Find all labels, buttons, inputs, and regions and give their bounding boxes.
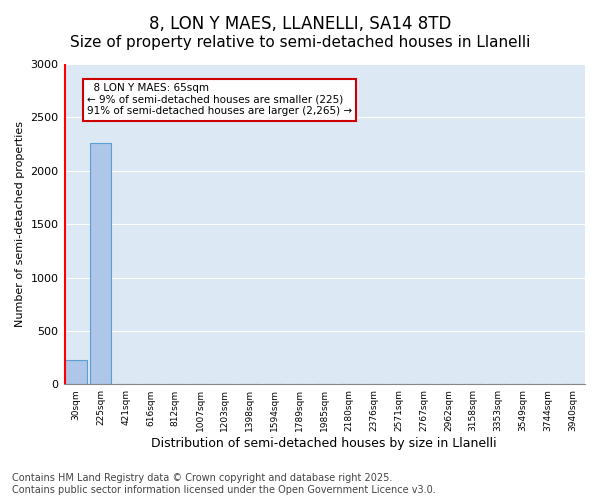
Text: 8 LON Y MAES: 65sqm  
← 9% of semi-detached houses are smaller (225)
91% of semi: 8 LON Y MAES: 65sqm ← 9% of semi-detache… [87,83,352,116]
X-axis label: Distribution of semi-detached houses by size in Llanelli: Distribution of semi-detached houses by … [151,437,497,450]
Text: Contains HM Land Registry data © Crown copyright and database right 2025.
Contai: Contains HM Land Registry data © Crown c… [12,474,436,495]
Text: 8, LON Y MAES, LLANELLI, SA14 8TD: 8, LON Y MAES, LLANELLI, SA14 8TD [149,15,451,33]
Bar [65,360,86,384]
Text: Size of property relative to semi-detached houses in Llanelli: Size of property relative to semi-detach… [70,35,530,50]
Bar [90,142,112,384]
Y-axis label: Number of semi-detached properties: Number of semi-detached properties [15,121,25,327]
